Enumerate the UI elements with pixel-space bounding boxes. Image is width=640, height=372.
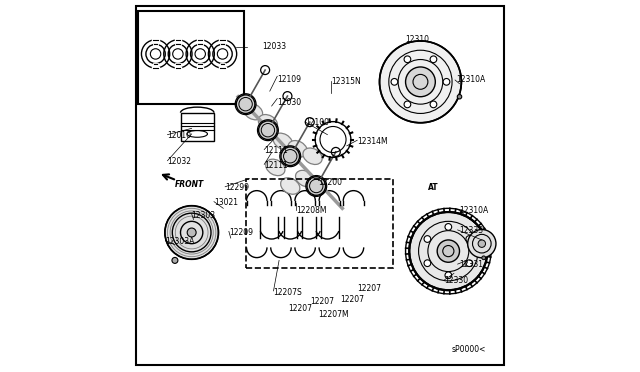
- Circle shape: [445, 272, 452, 279]
- Circle shape: [443, 78, 450, 85]
- Ellipse shape: [288, 141, 307, 157]
- Text: 12303: 12303: [191, 211, 216, 220]
- Circle shape: [172, 257, 178, 263]
- Text: 12303A: 12303A: [166, 237, 195, 246]
- Text: 12299: 12299: [225, 183, 249, 192]
- Circle shape: [410, 212, 488, 290]
- Text: 13021: 13021: [214, 198, 238, 207]
- Text: 12315N: 12315N: [331, 77, 361, 86]
- Text: FRONT: FRONT: [175, 180, 204, 189]
- Circle shape: [259, 121, 277, 140]
- Circle shape: [466, 236, 472, 243]
- Ellipse shape: [303, 148, 322, 164]
- Text: 12207: 12207: [340, 295, 364, 304]
- Circle shape: [404, 101, 411, 108]
- Text: 12033: 12033: [262, 42, 287, 51]
- Circle shape: [466, 260, 472, 266]
- Ellipse shape: [259, 115, 278, 131]
- Circle shape: [404, 56, 411, 62]
- Text: AT: AT: [428, 183, 438, 192]
- Text: 12314M: 12314M: [357, 137, 388, 146]
- Ellipse shape: [280, 178, 300, 194]
- Text: 12207: 12207: [357, 284, 381, 293]
- Circle shape: [406, 67, 435, 97]
- Text: 12207: 12207: [310, 297, 335, 306]
- Text: sP0000<: sP0000<: [452, 345, 486, 354]
- Text: 12310: 12310: [406, 35, 429, 44]
- Text: 12207M: 12207M: [318, 310, 349, 319]
- Text: 12209: 12209: [229, 228, 253, 237]
- Circle shape: [478, 240, 486, 247]
- Text: 12109: 12109: [277, 76, 301, 84]
- Ellipse shape: [296, 170, 315, 187]
- Bar: [138, 11, 244, 104]
- Text: 12330: 12330: [445, 276, 468, 285]
- Circle shape: [468, 230, 496, 258]
- Ellipse shape: [243, 103, 262, 120]
- Circle shape: [281, 147, 300, 166]
- Circle shape: [430, 56, 437, 62]
- Text: 12310A: 12310A: [460, 206, 489, 215]
- Circle shape: [482, 256, 486, 260]
- Circle shape: [437, 240, 460, 262]
- Circle shape: [380, 41, 461, 123]
- Text: 12111: 12111: [264, 161, 288, 170]
- Text: 12200: 12200: [318, 178, 342, 187]
- Bar: [180, 113, 214, 141]
- Text: 12208M: 12208M: [296, 206, 326, 215]
- Text: 12207: 12207: [289, 304, 312, 313]
- Circle shape: [391, 78, 397, 85]
- Text: 12030: 12030: [277, 98, 301, 107]
- Circle shape: [165, 206, 218, 259]
- Circle shape: [424, 260, 431, 266]
- Text: 12100: 12100: [305, 118, 329, 127]
- Bar: [246, 179, 392, 268]
- Circle shape: [457, 94, 461, 99]
- Text: 12331: 12331: [460, 260, 483, 269]
- Circle shape: [430, 101, 437, 108]
- Ellipse shape: [273, 133, 292, 150]
- Text: 12111: 12111: [264, 146, 288, 155]
- Circle shape: [187, 228, 196, 237]
- Text: 12032: 12032: [168, 157, 191, 166]
- Text: 12333: 12333: [460, 226, 484, 235]
- Circle shape: [445, 224, 452, 230]
- Text: 12010: 12010: [168, 131, 191, 140]
- Ellipse shape: [266, 159, 285, 176]
- Text: 12207S: 12207S: [273, 288, 302, 296]
- Circle shape: [307, 177, 326, 195]
- Circle shape: [424, 236, 431, 243]
- Text: 12310A: 12310A: [456, 76, 485, 84]
- Circle shape: [236, 95, 255, 113]
